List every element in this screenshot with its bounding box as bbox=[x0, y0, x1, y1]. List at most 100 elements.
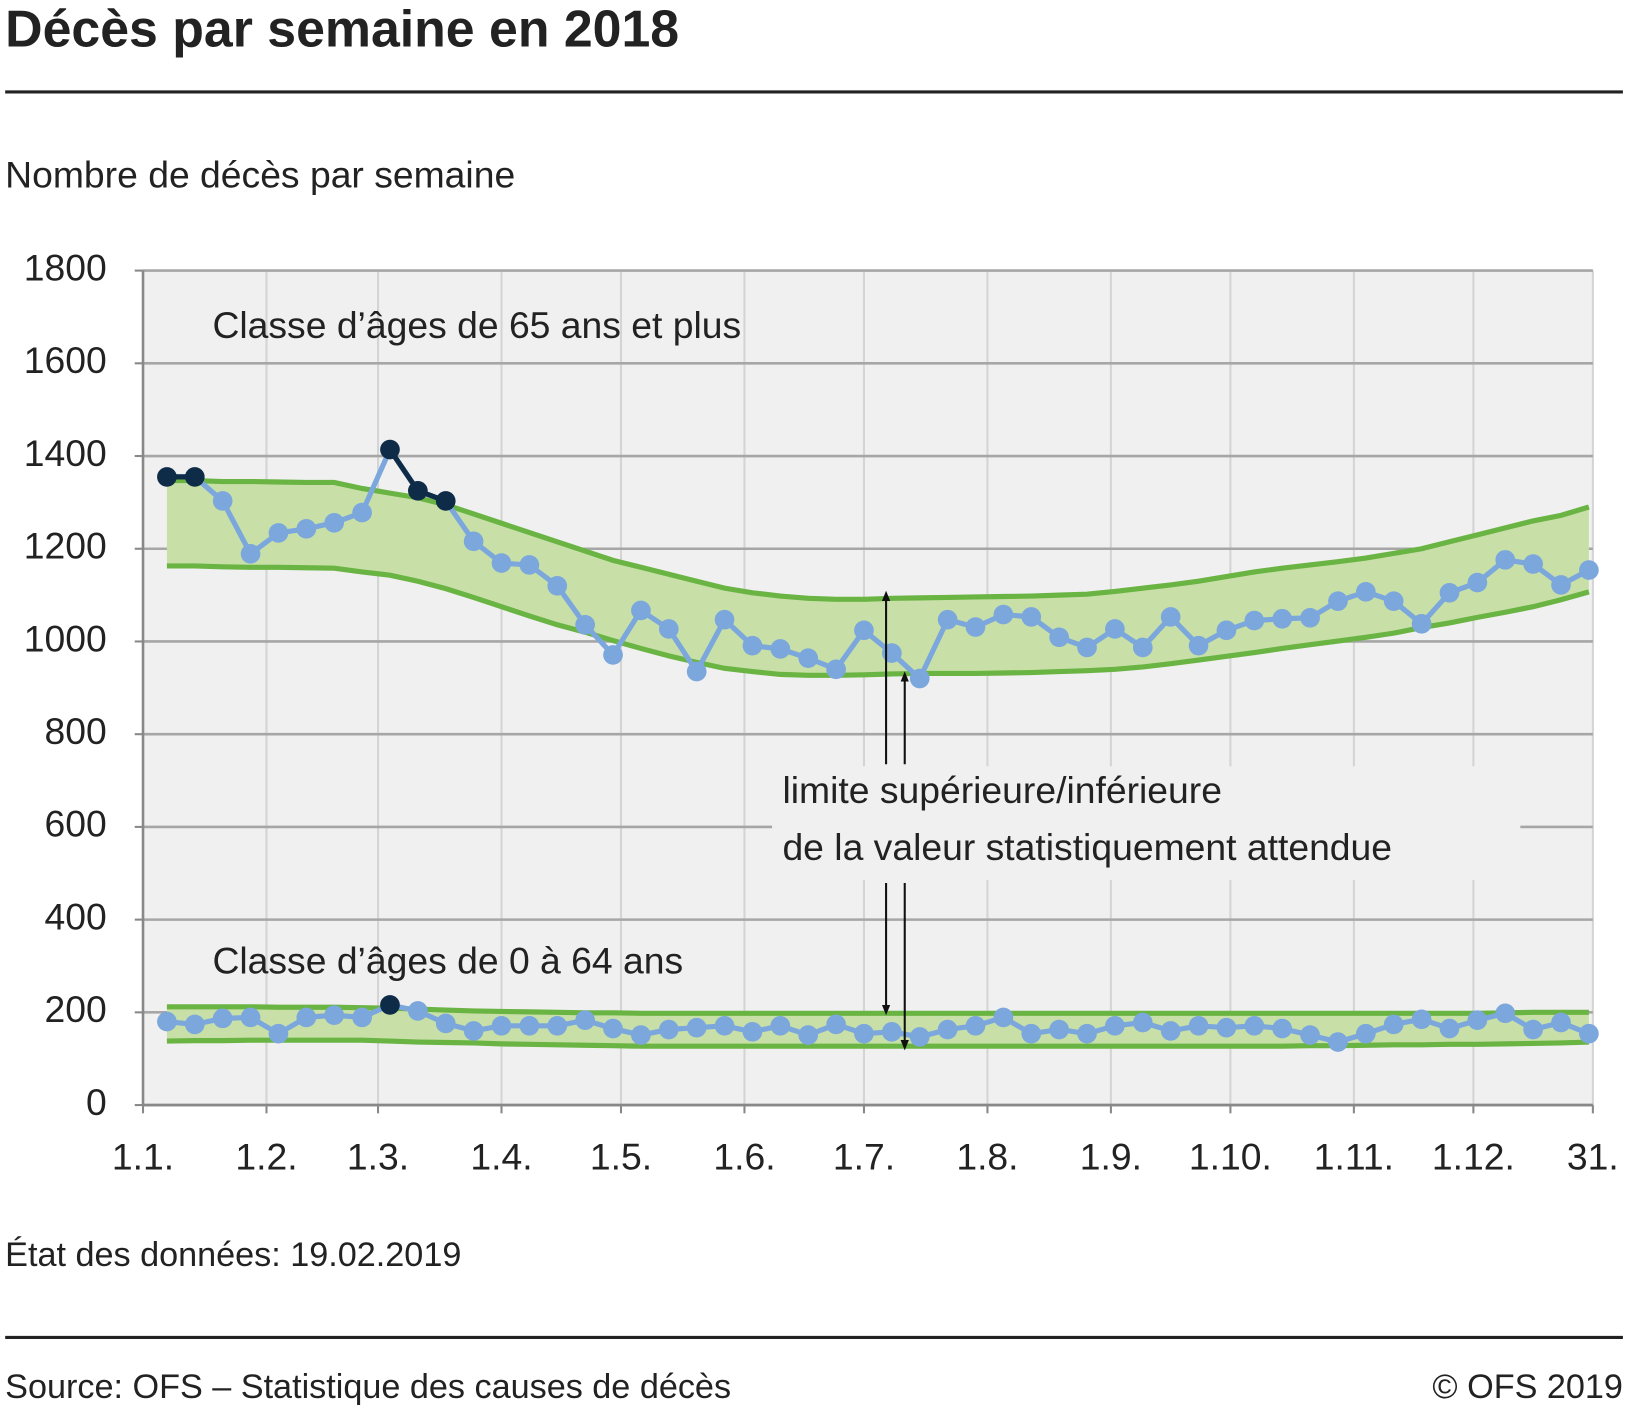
point bbox=[631, 1025, 651, 1045]
y-tick-label: 1400 bbox=[24, 432, 107, 474]
x-tick-label: 1.10. bbox=[1189, 1136, 1272, 1178]
point bbox=[1579, 560, 1599, 580]
y-tick-label: 1000 bbox=[24, 617, 107, 659]
series-label: Classe d’âges de 65 ans et plus bbox=[212, 304, 741, 346]
point bbox=[1272, 608, 1293, 629]
point bbox=[1272, 1018, 1293, 1039]
point bbox=[965, 1015, 986, 1036]
point bbox=[631, 600, 651, 621]
excess-point bbox=[435, 491, 456, 511]
point bbox=[993, 1007, 1014, 1028]
point bbox=[519, 1015, 540, 1036]
point bbox=[714, 609, 735, 630]
point bbox=[1523, 554, 1543, 574]
x-tick-label: 1.5. bbox=[590, 1136, 652, 1178]
point bbox=[408, 1001, 428, 1021]
point bbox=[1132, 637, 1153, 658]
series-label: Classe d’âges de 0 à 64 ans bbox=[212, 939, 683, 981]
x-tick-label: 1.9. bbox=[1080, 1136, 1142, 1178]
point bbox=[352, 502, 372, 523]
y-tick-label: 0 bbox=[86, 1081, 107, 1123]
point bbox=[1160, 1021, 1181, 1041]
point bbox=[575, 1010, 595, 1031]
point bbox=[1132, 1012, 1153, 1033]
upper-limit bbox=[166, 478, 1590, 602]
point bbox=[1467, 572, 1488, 593]
point bbox=[1300, 608, 1320, 628]
point bbox=[157, 1011, 177, 1032]
lower-limit bbox=[166, 1037, 1589, 1049]
point bbox=[1244, 1015, 1265, 1036]
y-tick-label: 1800 bbox=[24, 246, 107, 288]
point bbox=[1021, 607, 1042, 627]
point bbox=[1244, 610, 1265, 631]
point bbox=[463, 1021, 484, 1041]
expected-band bbox=[166, 1006, 1589, 1047]
point bbox=[686, 1017, 707, 1038]
point bbox=[184, 1014, 205, 1035]
y-tick-label: 1200 bbox=[24, 525, 107, 567]
point bbox=[742, 635, 763, 656]
point bbox=[909, 668, 930, 689]
x-tick-label: 1.2. bbox=[235, 1136, 297, 1178]
point bbox=[658, 619, 679, 639]
point bbox=[770, 639, 791, 659]
point bbox=[1077, 1023, 1097, 1044]
point bbox=[881, 1022, 902, 1042]
point bbox=[547, 1015, 568, 1036]
excess-point bbox=[380, 995, 400, 1015]
point bbox=[1495, 550, 1516, 570]
x-tick-label: 1.12. bbox=[1432, 1136, 1515, 1178]
point bbox=[965, 617, 986, 637]
excess-point bbox=[184, 467, 205, 487]
excess-point bbox=[157, 467, 177, 487]
point bbox=[296, 1007, 317, 1028]
point bbox=[1439, 582, 1460, 603]
lower-limit bbox=[166, 563, 1590, 678]
point bbox=[1411, 1009, 1432, 1030]
x-tick-label: 1.8. bbox=[956, 1136, 1018, 1178]
point bbox=[296, 519, 317, 539]
plot-area: 1.1. 1.2. 1.3. 1.4. 1.5. 1.6. 1.7. 1.8. 1.9. 1.10… bbox=[24, 246, 1619, 1177]
point bbox=[547, 576, 568, 596]
point bbox=[1328, 1032, 1348, 1052]
data-note: État des données: 19.02.2019 bbox=[5, 1236, 461, 1274]
point bbox=[1077, 637, 1097, 658]
point bbox=[352, 1007, 372, 1028]
point bbox=[212, 1008, 233, 1029]
point bbox=[798, 648, 819, 668]
annotation-background bbox=[772, 766, 1521, 880]
point bbox=[491, 1015, 512, 1036]
plot-background bbox=[143, 270, 1593, 1106]
series-line bbox=[166, 1002, 1590, 1045]
point bbox=[686, 661, 707, 682]
point bbox=[1355, 582, 1376, 602]
point bbox=[268, 1023, 289, 1044]
point bbox=[575, 614, 595, 635]
excess-point bbox=[408, 480, 428, 501]
point bbox=[826, 659, 846, 680]
point bbox=[1523, 1019, 1543, 1040]
x-tick-label: 31. bbox=[1567, 1136, 1619, 1178]
point bbox=[1049, 1019, 1069, 1040]
point bbox=[1383, 591, 1404, 611]
point bbox=[854, 1023, 874, 1044]
point bbox=[1216, 1017, 1237, 1038]
point bbox=[1216, 620, 1237, 641]
x-tick-label: 1.11. bbox=[1314, 1136, 1394, 1178]
point bbox=[1551, 1012, 1571, 1033]
point bbox=[937, 609, 958, 630]
point bbox=[881, 643, 902, 663]
point bbox=[826, 1014, 846, 1035]
y-tick-label: 600 bbox=[45, 803, 107, 845]
point bbox=[909, 1027, 930, 1047]
point bbox=[742, 1022, 763, 1042]
point bbox=[491, 553, 512, 573]
source: Source: OFS – Statistique des causes de … bbox=[5, 1368, 731, 1406]
y-axis-label: Nombre de décès par semaine bbox=[5, 154, 515, 196]
point bbox=[1049, 627, 1069, 648]
x-tick-label: 1.7. bbox=[833, 1136, 895, 1178]
point bbox=[1551, 575, 1571, 595]
point bbox=[714, 1015, 735, 1036]
point bbox=[1328, 591, 1348, 611]
